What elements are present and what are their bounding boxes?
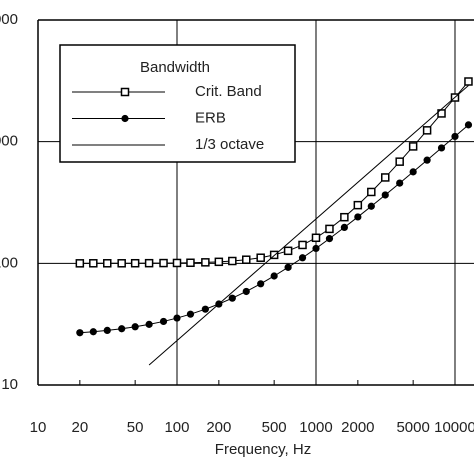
plot-area xyxy=(75,77,473,366)
data-point xyxy=(451,132,459,141)
x-tick-label: 2000 xyxy=(341,419,374,436)
data-point xyxy=(214,257,224,267)
data-point xyxy=(396,179,404,187)
legend-box xyxy=(59,44,296,163)
data-point xyxy=(76,329,84,337)
x-tick-label: 5000 xyxy=(396,419,429,436)
data-point xyxy=(172,258,182,268)
data-point xyxy=(131,323,139,331)
data-point xyxy=(89,328,97,336)
data-point xyxy=(409,168,417,176)
data-point xyxy=(89,259,98,268)
data-point xyxy=(395,157,404,166)
x-tick-label: 200 xyxy=(206,419,231,436)
data-point xyxy=(228,294,236,302)
data-point xyxy=(201,258,210,267)
data-point xyxy=(186,258,195,268)
data-point xyxy=(103,259,112,268)
data-point xyxy=(325,235,334,243)
data-point xyxy=(464,77,473,86)
y-tick-label: 100 xyxy=(0,254,18,271)
data-point xyxy=(437,144,446,152)
series-line xyxy=(148,85,469,366)
data-point xyxy=(381,191,389,199)
x-tick-label: 100 xyxy=(164,419,189,436)
data-point xyxy=(464,121,473,129)
data-point xyxy=(283,246,293,256)
y-tick-label: 10000 xyxy=(0,11,18,28)
data-point xyxy=(242,255,251,264)
data-point xyxy=(340,212,349,222)
y-tick-label: 1000 xyxy=(0,133,18,150)
data-point xyxy=(257,280,265,288)
x-tick-label: 500 xyxy=(262,419,287,436)
data-point xyxy=(325,224,334,234)
data-point xyxy=(353,200,363,210)
data-point xyxy=(269,250,279,260)
data-point xyxy=(130,258,140,268)
x-tick-label: 1000 xyxy=(299,419,332,436)
data-point xyxy=(256,253,265,262)
x-axis-label: Frequency, Hz xyxy=(215,441,311,458)
legend-label: ERB xyxy=(195,109,226,126)
data-point xyxy=(408,142,418,151)
data-point xyxy=(145,320,153,328)
data-point xyxy=(340,223,348,231)
data-point xyxy=(437,109,446,118)
legend-label: 1/3 octave xyxy=(195,136,264,153)
x-tick-label: 20 xyxy=(71,419,88,436)
legend-label: Crit. Band xyxy=(195,83,262,100)
data-point xyxy=(422,126,432,135)
data-point xyxy=(186,310,195,318)
data-point xyxy=(201,305,209,313)
data-point xyxy=(312,244,320,253)
x-tick-label: 10000 xyxy=(434,419,474,436)
data-point xyxy=(159,258,168,268)
data-point xyxy=(298,254,307,262)
data-point xyxy=(354,213,362,221)
data-point xyxy=(159,317,168,326)
legend-marker xyxy=(121,114,129,123)
data-point xyxy=(381,173,390,182)
x-tick-label: 10 xyxy=(30,419,47,436)
data-point xyxy=(117,259,126,268)
data-point xyxy=(75,259,85,268)
data-point xyxy=(173,314,181,322)
data-point xyxy=(144,258,154,268)
data-point xyxy=(228,256,237,266)
data-point xyxy=(311,233,321,243)
data-point xyxy=(298,240,307,250)
data-point xyxy=(242,287,250,296)
data-point xyxy=(103,326,111,335)
data-point xyxy=(367,202,375,210)
data-point xyxy=(270,272,278,280)
data-point xyxy=(367,187,376,197)
y-tick-label: 10 xyxy=(1,376,18,393)
x-tick-label: 50 xyxy=(127,419,144,436)
legend-marker xyxy=(120,87,130,97)
data-point xyxy=(118,325,126,333)
data-point xyxy=(284,263,292,271)
legend-title: Bandwidth xyxy=(140,59,210,76)
data-point xyxy=(423,156,431,164)
legend: Bandwidth Crit. Band ERB 1/3 octave xyxy=(59,44,296,163)
